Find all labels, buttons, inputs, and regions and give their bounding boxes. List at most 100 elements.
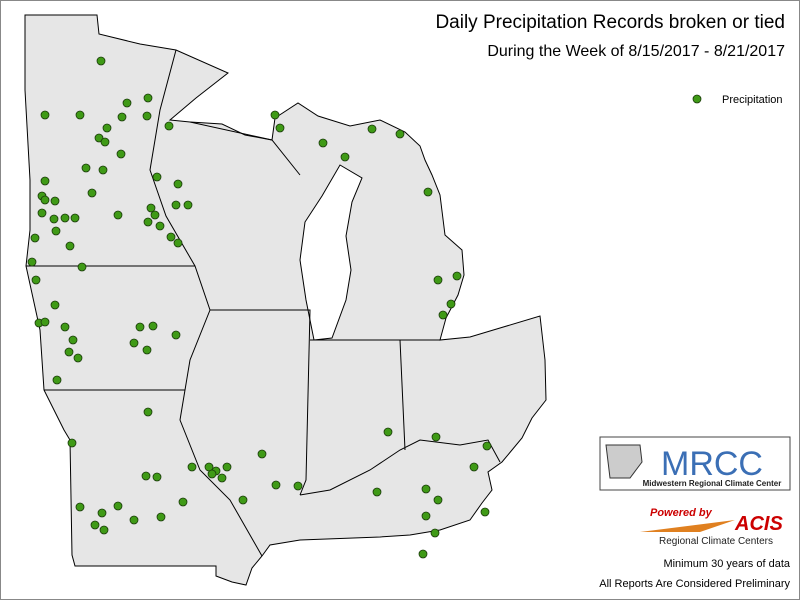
record-marker — [99, 525, 109, 535]
legend-label: Precipitation — [722, 94, 783, 106]
record-marker — [433, 275, 443, 285]
record-marker — [480, 507, 490, 517]
record-marker — [65, 241, 75, 251]
record-marker — [271, 480, 281, 490]
record-marker — [150, 210, 160, 220]
record-marker — [418, 549, 428, 559]
record-marker — [433, 495, 443, 505]
record-marker — [102, 123, 112, 133]
record-marker — [67, 438, 77, 448]
record-marker — [142, 345, 152, 355]
record-marker — [164, 121, 174, 131]
logo-map — [605, 444, 643, 479]
record-marker — [129, 338, 139, 348]
record-marker — [222, 462, 232, 472]
record-marker — [148, 321, 158, 331]
record-marker — [116, 149, 126, 159]
record-marker — [135, 322, 145, 332]
record-marker — [113, 501, 123, 511]
record-marker — [421, 511, 431, 521]
acis-logo: Powered by ACIS Regional Climate Centers — [640, 507, 783, 547]
logo-acis-name: Regional Climate Centers — [659, 536, 773, 547]
record-marker — [50, 300, 60, 310]
subtitle: During the Week of 8/15/2017 - 8/21/2017 — [487, 43, 785, 60]
record-marker — [293, 481, 303, 491]
record-marker — [155, 221, 165, 231]
record-marker — [146, 203, 156, 213]
record-marker — [37, 208, 47, 218]
record-marker — [143, 407, 153, 417]
record-marker — [73, 353, 83, 363]
legend-marker — [692, 94, 702, 104]
record-marker — [70, 213, 80, 223]
record-marker — [40, 195, 50, 205]
record-marker — [446, 299, 456, 309]
record-marker — [75, 502, 85, 512]
record-marker — [64, 347, 74, 357]
lake-michigan — [299, 164, 363, 341]
record-marker — [423, 187, 433, 197]
record-marker — [68, 335, 78, 345]
record-marker — [383, 427, 393, 437]
record-marker — [178, 497, 188, 507]
record-marker — [30, 233, 40, 243]
record-marker — [60, 213, 70, 223]
record-marker — [143, 93, 153, 103]
record-marker — [75, 110, 85, 120]
record-marker — [94, 133, 104, 143]
record-marker — [152, 472, 162, 482]
record-marker — [77, 262, 87, 272]
record-marker — [171, 330, 181, 340]
record-marker — [143, 217, 153, 227]
record-marker — [431, 432, 441, 442]
record-marker — [318, 138, 328, 148]
record-marker — [238, 495, 248, 505]
record-marker — [122, 98, 132, 108]
record-marker — [40, 110, 50, 120]
record-marker — [421, 484, 431, 494]
note: All Reports Are Considered Preliminary — [599, 578, 790, 590]
record-marker — [173, 179, 183, 189]
record-marker — [469, 462, 479, 472]
record-marker — [31, 275, 41, 285]
record-marker — [183, 200, 193, 210]
record-marker — [452, 271, 462, 281]
record-marker — [270, 110, 280, 120]
record-marker — [173, 238, 183, 248]
record-marker — [340, 152, 350, 162]
logo-swoosh — [640, 520, 735, 532]
record-marker — [50, 196, 60, 206]
record-marker — [187, 462, 197, 472]
record-marker — [367, 124, 377, 134]
record-marker — [113, 210, 123, 220]
mrcc-logo: MRCC Midwestern Regional Climate Center — [599, 436, 791, 491]
logo-mrcc-name: Midwestern Regional Climate Center — [643, 479, 782, 488]
record-marker — [482, 441, 492, 451]
record-marker — [152, 172, 162, 182]
logo-powered: Powered by — [650, 507, 713, 519]
record-marker — [117, 112, 127, 122]
logo-acis: ACIS — [734, 513, 783, 535]
station-markers — [27, 56, 492, 559]
record-marker — [171, 200, 181, 210]
logo-mrcc: MRCC — [661, 445, 763, 483]
record-marker — [430, 528, 440, 538]
record-marker — [100, 137, 110, 147]
record-marker — [98, 165, 108, 175]
record-marker — [217, 473, 227, 483]
record-marker — [97, 508, 107, 518]
record-marker — [87, 188, 97, 198]
record-marker — [275, 123, 285, 133]
record-marker — [207, 469, 217, 479]
record-marker — [395, 129, 405, 139]
record-marker — [438, 310, 448, 320]
record-marker — [52, 375, 62, 385]
record-marker — [40, 317, 50, 327]
record-marker — [141, 471, 151, 481]
record-marker — [40, 176, 50, 186]
record-marker — [27, 257, 37, 267]
record-marker — [166, 232, 176, 242]
record-marker — [142, 111, 152, 121]
record-marker — [60, 322, 70, 332]
